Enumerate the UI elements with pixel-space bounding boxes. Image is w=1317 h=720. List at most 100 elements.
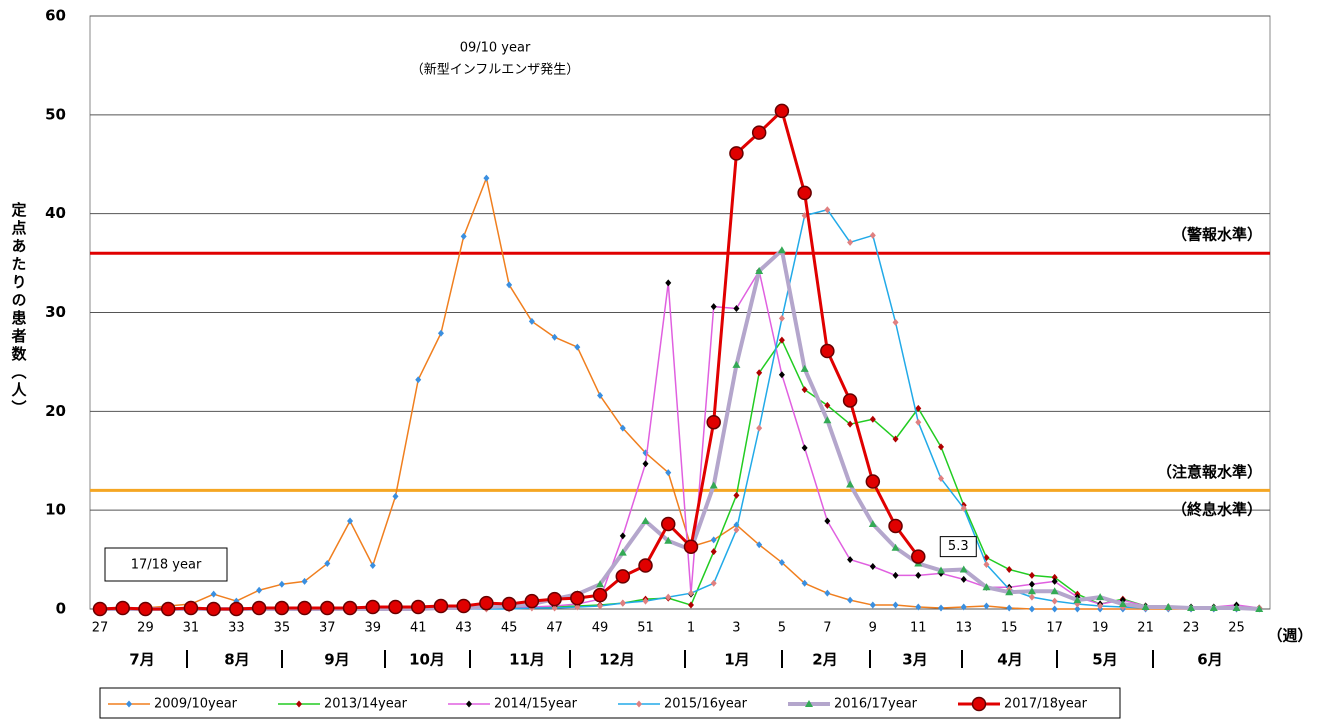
point [983, 561, 990, 569]
series-line [100, 339, 1260, 610]
point [1028, 580, 1035, 588]
point [733, 491, 740, 499]
x-tick-label: 1 [687, 621, 695, 636]
point [347, 517, 354, 525]
reference-label: （警報水準） [1172, 226, 1262, 244]
point [551, 604, 558, 612]
point [320, 600, 335, 616]
point [824, 589, 831, 597]
legend-label: 2013/14year [324, 697, 408, 712]
point [959, 565, 968, 573]
y-axis-label: 定点あたりの患者数（人） [10, 201, 28, 418]
point [619, 424, 626, 432]
point [823, 416, 832, 424]
point [1164, 603, 1173, 611]
point [479, 595, 494, 611]
point [126, 700, 132, 708]
point [865, 474, 881, 489]
point [410, 599, 426, 615]
month-label: 10月 [409, 651, 445, 669]
point [501, 596, 517, 612]
x-tick-label: 15 [1001, 621, 1018, 636]
point [774, 103, 790, 119]
point [960, 603, 967, 611]
x-tick-label: 27 [92, 621, 109, 636]
legend-label: 2009/10year [154, 697, 238, 712]
point [297, 600, 312, 616]
point [296, 700, 302, 708]
point [1006, 565, 1013, 573]
x-tick-label: 29 [137, 621, 154, 636]
point [710, 303, 717, 311]
x-tick-label: 21 [1137, 621, 1154, 636]
x-tick-label: 7 [823, 621, 831, 636]
point [824, 206, 831, 214]
point [1097, 602, 1104, 610]
point [437, 329, 444, 337]
month-label: 6月 [1197, 651, 1222, 669]
point [710, 579, 717, 587]
point [938, 475, 945, 483]
point [687, 589, 694, 597]
point [706, 414, 721, 430]
point [1187, 604, 1196, 612]
point [687, 601, 694, 609]
point [800, 364, 809, 372]
point [801, 444, 808, 452]
point [433, 598, 449, 614]
series-line [99, 109, 920, 611]
annotation: （新型インフルエンザ発生） [411, 62, 580, 78]
point [732, 360, 741, 368]
point [618, 548, 627, 556]
point [847, 596, 854, 604]
month-label: 8月 [224, 651, 249, 669]
x-axis-unit: （週） [1267, 627, 1312, 645]
series-line [100, 270, 1260, 610]
x-tick-label: 41 [410, 621, 427, 636]
point [138, 601, 153, 617]
point [960, 575, 967, 583]
legend-label: 2015/16year [664, 697, 748, 712]
series-line [99, 177, 1260, 610]
point [915, 571, 922, 579]
point [777, 246, 786, 254]
point [820, 343, 835, 359]
point [1074, 605, 1081, 613]
x-tick-label: 13 [955, 621, 972, 636]
month-label: 4月 [997, 651, 1022, 669]
month-label: 9月 [324, 651, 349, 669]
y-tick-label: 20 [45, 402, 66, 420]
x-tick-label: 39 [364, 621, 381, 636]
point [846, 480, 855, 488]
point [278, 580, 285, 588]
point [915, 404, 922, 412]
point [665, 279, 672, 287]
point [801, 386, 808, 394]
point [638, 558, 653, 573]
point [636, 700, 642, 708]
point [869, 601, 876, 609]
point [256, 586, 263, 594]
point [709, 481, 718, 489]
point [710, 536, 717, 544]
point [869, 231, 876, 239]
x-tick-label: 3 [732, 621, 740, 636]
point [1255, 605, 1264, 612]
point [1096, 593, 1105, 601]
month-label: 3月 [902, 651, 927, 669]
point [892, 571, 899, 579]
point [892, 601, 899, 609]
point [892, 435, 899, 443]
point [597, 392, 604, 400]
reference-label: （注意報水準） [1157, 463, 1262, 481]
point [342, 600, 358, 616]
point [392, 492, 399, 500]
point [456, 598, 471, 614]
point [983, 602, 990, 610]
point [1232, 604, 1241, 612]
point [1051, 573, 1058, 581]
point [661, 516, 676, 532]
month-label: 2月 [812, 651, 837, 669]
point [778, 371, 785, 379]
